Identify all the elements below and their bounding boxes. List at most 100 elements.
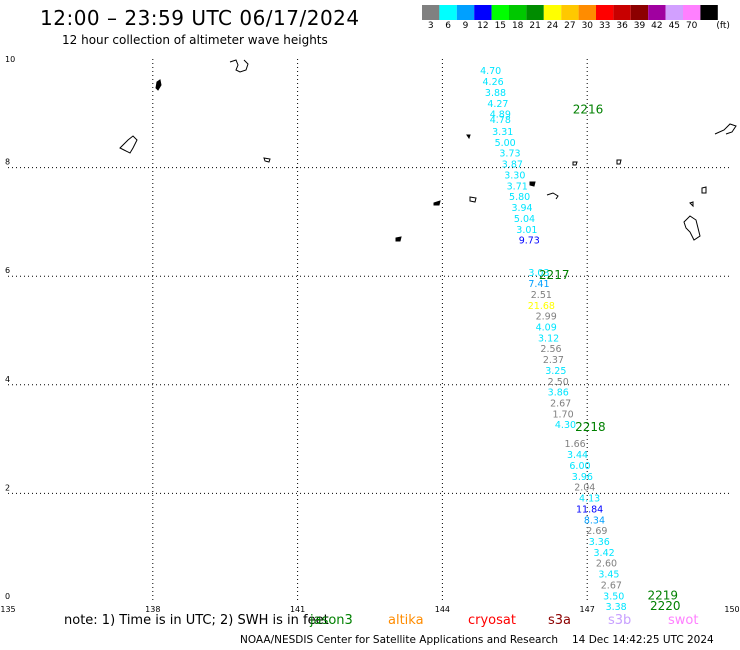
swh-value: 4.78 [490, 115, 511, 126]
footnote: note: 1) Time is in UTC; 2) SWH is in fe… [64, 613, 329, 628]
colorbar-tick-label: 30 [581, 21, 594, 31]
mission-s3a: s3a [548, 613, 572, 628]
colorbar-labels: 3 6 9 12 15 18 21 24 27 30 33 36 39 42 45 70 (ft) [422, 21, 740, 33]
colorbar-swatch [596, 5, 614, 20]
axis-ticks: 135 138 141 144 147 150 0 2 4 6 8 10 [0, 55, 739, 614]
lon-tick-label: 138 [145, 605, 160, 614]
island [395, 236, 402, 242]
colorbar-swatch [578, 5, 596, 20]
island [701, 186, 707, 194]
lat-tick-label: 10 [5, 55, 15, 64]
swh-value: 3.44 [567, 450, 588, 461]
swh-value: 3.94 [511, 203, 532, 214]
colorbar-tick-label: 12 [477, 21, 489, 31]
lon-tick-label: 150 [724, 605, 739, 614]
island [263, 157, 271, 163]
colorbar-swatch [474, 5, 492, 20]
mission-jason3: jason3 [310, 613, 353, 628]
mission-swot: swot [668, 613, 699, 628]
island [616, 159, 622, 165]
island [529, 181, 536, 187]
swh-value: 3.87 [502, 160, 523, 171]
swh-value: 2.50 [548, 377, 569, 388]
swh-value: 3.71 [507, 181, 528, 192]
colorbar-tick-label: 33 [598, 21, 611, 31]
pass-label: 2217 [539, 268, 570, 282]
lat-tick-label: 4 [5, 375, 10, 384]
colorbar-tick-label: 15 [494, 21, 507, 31]
swh-value: 3.88 [485, 88, 506, 99]
swh-value: 4.27 [487, 99, 508, 110]
generated-timestamp: 14 Dec 14:42:25 UTC 2024 [572, 634, 714, 646]
colorbar-tick-label: 3 [427, 21, 434, 31]
swh-value: 4.26 [483, 77, 504, 88]
swh-value: 2.51 [531, 290, 552, 301]
swh-value: 3.30 [504, 170, 525, 181]
island [229, 59, 249, 73]
lon-tick-label: 135 [0, 605, 15, 614]
swh-value: 4.30 [555, 420, 576, 431]
lat-lon-grid [8, 59, 732, 602]
colorbar-tick-label: 6 [445, 21, 451, 31]
swh-value: 21.68 [528, 301, 555, 312]
colorbar-tick-label: 42 [651, 21, 663, 31]
credit-text: NOAA/NESDIS Center for Satellite Applica… [240, 634, 558, 646]
mission-s3b: s3b [608, 613, 632, 628]
wave-height-colorbar [422, 5, 718, 20]
colorbar-tick-label: 21 [529, 21, 541, 31]
swh-value: 3.31 [492, 127, 513, 138]
pass-label: 2216 [573, 102, 604, 116]
island [572, 161, 578, 166]
swh-value: 3.45 [598, 570, 619, 581]
swh-value: 3.96 [572, 472, 593, 483]
lon-tick-label: 144 [435, 605, 450, 614]
swh-value: 5.80 [509, 192, 530, 203]
swh-value: 4.70 [480, 66, 501, 77]
credit-line: NOAA/NESDIS Center for Satellite Applica… [240, 634, 714, 646]
colorbar-tick-label: 70 [685, 21, 698, 31]
island [433, 200, 441, 206]
swh-value: 3.86 [548, 388, 569, 399]
colorbar-swatch [439, 5, 457, 20]
pass-label: 2220 [650, 599, 681, 613]
swh-value: 6.00 [569, 461, 590, 472]
colorbar-swatch [613, 5, 631, 20]
swh-value: 3.50 [603, 591, 624, 602]
swh-value: 2.04 [574, 483, 595, 494]
swh-value: 9.73 [519, 236, 540, 247]
island [546, 192, 559, 200]
colorbar-swatch [509, 5, 527, 20]
swh-value: 3.42 [594, 548, 615, 559]
swh-value: 2.60 [596, 559, 617, 570]
island [466, 134, 471, 140]
swh-value: 4.13 [579, 494, 600, 505]
colorbar-swatch [526, 5, 544, 20]
mission-cryosat: cryosat [468, 613, 516, 628]
lat-tick-label: 6 [5, 266, 10, 275]
map-title: 12:00 – 23:59 UTC 06/17/2024 [40, 6, 360, 30]
lat-tick-label: 8 [5, 158, 10, 167]
swh-value: 4.89 [490, 110, 511, 121]
island [683, 215, 701, 241]
colorbar-swatch [561, 5, 579, 20]
colorbar-swatch [491, 5, 509, 20]
colorbar-tick-label: 27 [564, 21, 576, 31]
swh-value: 8.34 [584, 515, 605, 526]
lon-tick-label: 147 [580, 605, 595, 614]
swh-value: 5.04 [514, 214, 535, 225]
swh-value: 3.12 [538, 333, 559, 344]
colorbar-tick-label: 45 [668, 21, 681, 31]
colorbar-tick-label: 36 [616, 21, 628, 31]
pass-label: 2218 [575, 420, 606, 434]
colorbar-swatch [665, 5, 683, 20]
colorbar-swatch [683, 5, 701, 20]
swh-value: 11.84 [576, 504, 603, 515]
swh-value: 3.73 [499, 149, 520, 160]
colorbar-swatch [700, 5, 718, 20]
land-outlines [119, 59, 737, 242]
lat-tick-label: 0 [5, 592, 10, 601]
mission-altika: altika [388, 613, 424, 628]
island [119, 135, 138, 154]
